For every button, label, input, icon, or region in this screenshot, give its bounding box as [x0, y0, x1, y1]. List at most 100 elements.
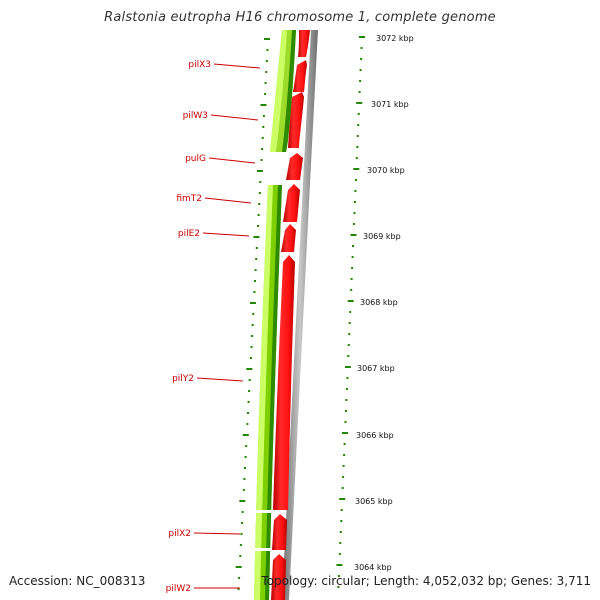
forward-gene-1 [298, 30, 310, 57]
gene-label-pilX2[interactable]: pilX2 [168, 529, 191, 539]
inner-tick [235, 566, 242, 568]
inner-tick [237, 588, 240, 590]
inner-tick [239, 555, 242, 557]
inner-tick [260, 104, 267, 106]
outer-tick [340, 509, 343, 511]
gene-label-pilW2[interactable]: pilW2 [166, 584, 191, 594]
outer-tick [347, 355, 350, 357]
outer-tick [357, 113, 360, 115]
inner-tick [248, 379, 251, 381]
outer-tick-marks [336, 36, 365, 588]
gene-label-fimT2[interactable]: fimT2 [176, 194, 202, 204]
inner-tick [249, 357, 252, 359]
outer-tick [351, 267, 354, 269]
gene-label-pilW3[interactable]: pilW3 [183, 111, 208, 121]
inner-tick [256, 170, 263, 172]
outer-tick [350, 234, 357, 236]
gene-leader-line [213, 63, 261, 69]
outer-tick [360, 47, 363, 49]
inner-tick [245, 445, 248, 447]
outer-tick [359, 80, 362, 82]
topology-label: Topology: circular; Length: 4,052,032 bp… [261, 574, 591, 588]
inner-tick [240, 533, 243, 535]
inner-tick [261, 148, 264, 150]
inner-tick [243, 478, 246, 480]
inner-tick [247, 412, 249, 414]
outer-tick [343, 454, 346, 456]
scale-label: 3069 kbp [363, 232, 401, 241]
outer-tick [350, 278, 353, 280]
scale-label: 3067 kbp [357, 364, 395, 373]
gene-leader-line [196, 377, 244, 382]
inner-tick [264, 82, 267, 84]
outer-tick [356, 146, 359, 148]
forward-strand-genes [271, 30, 310, 600]
forward-gene-9 [271, 554, 286, 600]
outer-tick [342, 465, 345, 467]
genome-backbone [282, 30, 318, 600]
outer-tick [359, 36, 365, 38]
gene-label-pilY2[interactable]: pilY2 [172, 374, 194, 384]
outer-tick [353, 168, 360, 170]
forward-gene-3 [288, 92, 304, 148]
outer-tick [337, 586, 340, 588]
inner-tick [257, 225, 259, 227]
inner-tick [241, 511, 244, 513]
inner-tick [239, 500, 246, 502]
outer-tick [336, 564, 343, 566]
reverse-gene-gap-2 [254, 548, 274, 551]
inner-tick [248, 390, 251, 392]
inner-tick [242, 489, 245, 491]
outer-tick [353, 201, 356, 203]
gene-leader-line [202, 232, 250, 237]
outer-tick [345, 410, 347, 412]
gene-label-pulG[interactable]: pulG [185, 154, 206, 164]
inner-tick [255, 258, 258, 260]
gene-label-pilX3[interactable]: pilX3 [188, 60, 211, 70]
inner-tick [265, 60, 268, 62]
forward-gene-7 [273, 255, 295, 510]
outer-tick [348, 322, 351, 324]
inner-tick [266, 49, 269, 51]
inner-tick [244, 467, 246, 469]
outer-tick [346, 377, 349, 379]
inner-tick [262, 126, 265, 128]
forward-gene-2 [293, 60, 307, 92]
outer-tick [350, 289, 353, 291]
outer-tick [353, 223, 355, 225]
inner-tick [258, 192, 261, 194]
inner-tick [251, 335, 254, 337]
gene-leader-line [210, 114, 259, 121]
outer-tick [337, 575, 340, 577]
inner-tick [244, 456, 247, 458]
inner-tick [264, 38, 270, 40]
inner-tick [260, 159, 263, 161]
outer-tick [349, 311, 352, 313]
scale-label: 3070 kbp [367, 166, 405, 175]
forward-gene-4 [286, 153, 303, 180]
outer-tick [347, 344, 350, 346]
scale-label: 3066 kbp [356, 431, 394, 440]
inner-tick [253, 236, 260, 238]
inner-tick [253, 291, 256, 293]
page-title: Ralstonia eutropha H16 chromosome 1, com… [104, 10, 496, 25]
accession-label: Accession: NC_008313 [9, 574, 146, 588]
reverse-gene-top-light [270, 30, 287, 152]
inner-tick [251, 324, 254, 326]
outer-tick [359, 69, 362, 71]
gene-leader-line [204, 197, 252, 204]
inner-tick [247, 401, 250, 403]
outer-tick [351, 256, 354, 258]
outer-tick [338, 553, 341, 555]
inner-tick [255, 247, 258, 249]
inner-tick [258, 203, 261, 205]
gene-label-pilE2[interactable]: pilE2 [178, 229, 200, 239]
inner-tick [264, 93, 267, 95]
gene-leader-line [208, 157, 256, 164]
outer-tick [345, 399, 348, 401]
inner-tick [262, 115, 265, 117]
inner-tick [246, 368, 253, 370]
scale-label: 3065 kbp [355, 497, 393, 506]
scale-label: 3064 kbp [354, 563, 392, 572]
